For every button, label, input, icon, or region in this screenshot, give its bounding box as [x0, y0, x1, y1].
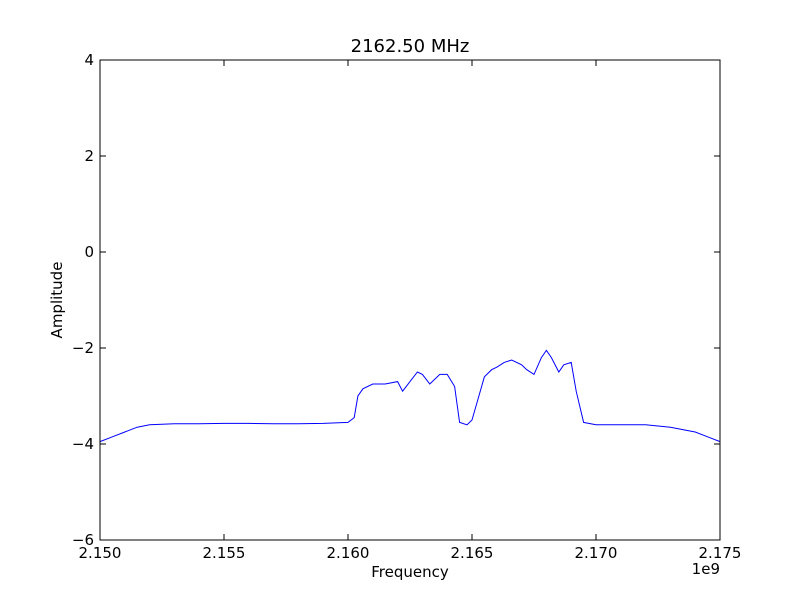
ticks-group: 2.150 2.155 2.160 2.165 2.170 2.175 4 2 0 −2 −4 −6 [72, 51, 742, 562]
x-tick-label: 2.175 [699, 544, 742, 562]
x-tick-label: 2.150 [79, 544, 122, 562]
y-tick-label: −6 [72, 531, 94, 549]
x-tick-label: 2.170 [575, 544, 618, 562]
series-group [99, 349, 721, 443]
y-tick-label: −2 [72, 339, 94, 357]
series-line [99, 349, 721, 443]
x-tick-label: 2.160 [327, 544, 370, 562]
plot-area [100, 60, 720, 540]
x-tick-label: 2.155 [203, 544, 246, 562]
y-tick-label: 4 [84, 51, 94, 69]
chart-title: 2162.50 MHz [351, 36, 470, 57]
x-axis-offset-label: 1e9 [692, 560, 720, 578]
x-axis-label: Frequency [371, 563, 449, 581]
y-axis-label: Amplitude [48, 262, 66, 339]
y-tick-label: 0 [84, 243, 94, 261]
y-tick-label: −4 [72, 435, 94, 453]
plot-frame [99, 59, 721, 541]
x-tick-label: 2.165 [451, 544, 494, 562]
y-tick-label: 2 [84, 147, 94, 165]
